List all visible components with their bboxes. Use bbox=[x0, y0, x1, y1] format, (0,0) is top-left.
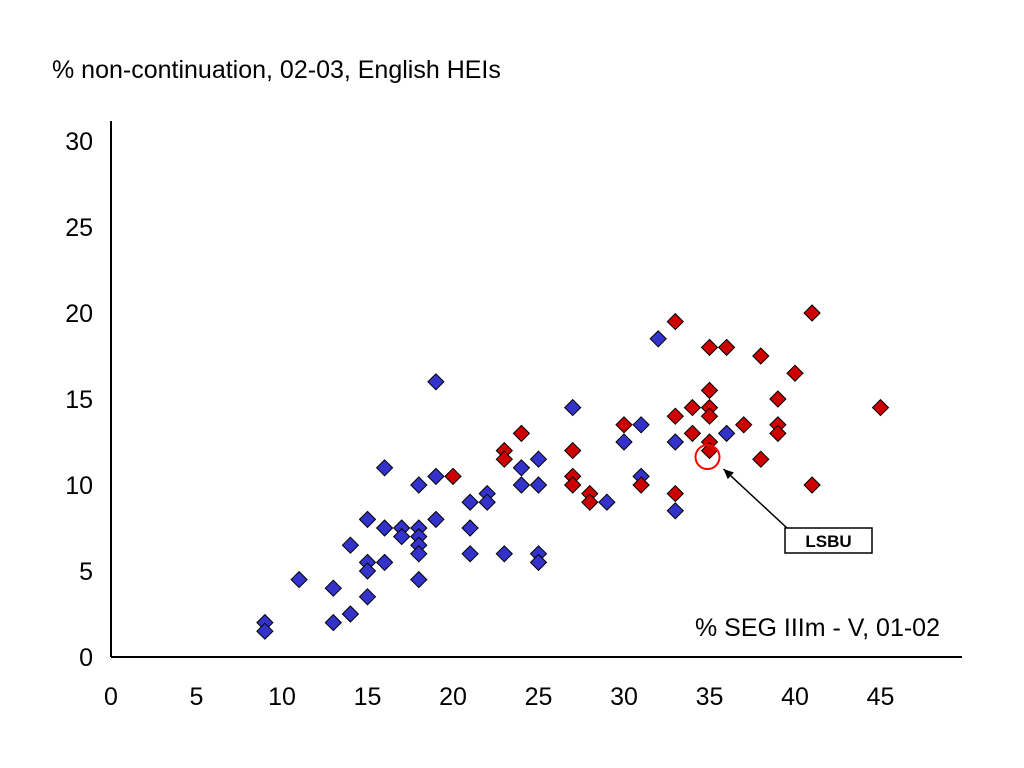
data-point bbox=[410, 545, 428, 563]
data-point bbox=[444, 467, 462, 486]
data-point bbox=[769, 424, 787, 443]
data-point bbox=[615, 416, 633, 434]
x-tick-label: 45 bbox=[867, 683, 895, 711]
x-tick-label: 35 bbox=[696, 683, 724, 711]
data-point bbox=[461, 519, 479, 537]
data-point bbox=[512, 476, 531, 494]
y-tick-label: 0 bbox=[79, 644, 93, 672]
data-point bbox=[717, 424, 736, 443]
x-tick-label: 20 bbox=[439, 683, 467, 711]
data-point bbox=[563, 476, 582, 494]
y-tick-label: 25 bbox=[65, 214, 93, 242]
data-point bbox=[803, 476, 821, 494]
data-point bbox=[324, 613, 343, 632]
data-point bbox=[529, 450, 548, 468]
data-point bbox=[563, 398, 582, 417]
data-point bbox=[358, 562, 377, 580]
data-point bbox=[427, 467, 445, 486]
x-tick-label: 40 bbox=[781, 683, 809, 711]
axes bbox=[110, 121, 962, 658]
data-point bbox=[615, 433, 633, 451]
x-tick-label: 5 bbox=[190, 683, 204, 711]
data-point bbox=[529, 476, 548, 494]
lsbu-marker-circle bbox=[694, 444, 721, 471]
data-points bbox=[256, 304, 890, 640]
data-point bbox=[375, 459, 394, 477]
data-point bbox=[410, 570, 428, 589]
data-point bbox=[478, 493, 496, 511]
data-point bbox=[717, 338, 736, 357]
y-axis-ticks: 0 5 10 15 20 25 30 bbox=[65, 128, 93, 672]
data-point bbox=[427, 373, 445, 391]
data-point bbox=[324, 579, 343, 597]
y-tick-label: 20 bbox=[65, 300, 93, 328]
data-point bbox=[666, 407, 685, 425]
data-point bbox=[700, 407, 719, 425]
data-point bbox=[666, 502, 685, 520]
data-point bbox=[427, 510, 445, 529]
data-point bbox=[752, 347, 770, 365]
annotation-lsbu: LSBU bbox=[694, 444, 873, 554]
data-point bbox=[666, 433, 685, 451]
data-point bbox=[341, 536, 360, 554]
data-point bbox=[598, 493, 616, 511]
y-tick-label: 15 bbox=[65, 386, 93, 414]
data-point bbox=[256, 622, 274, 640]
data-point bbox=[495, 545, 514, 563]
y-tick-label: 30 bbox=[65, 128, 93, 156]
x-axis-ticks: 0 5 10 15 20 25 30 35 40 45 bbox=[104, 683, 894, 711]
x-tick-label: 25 bbox=[525, 683, 553, 711]
annotation-arrow-head bbox=[723, 469, 734, 480]
data-point bbox=[803, 304, 821, 322]
data-point bbox=[358, 510, 377, 529]
data-point bbox=[683, 398, 702, 417]
data-point bbox=[786, 364, 804, 382]
data-point bbox=[871, 398, 890, 417]
annotation-label: LSBU bbox=[805, 532, 851, 551]
data-point bbox=[392, 527, 411, 546]
x-tick-label: 10 bbox=[268, 683, 296, 711]
data-point bbox=[666, 484, 685, 503]
data-point bbox=[700, 381, 719, 400]
data-point bbox=[769, 390, 787, 408]
x-axis-label: % SEG IIIm - V, 01-02 bbox=[695, 614, 940, 642]
data-point bbox=[495, 450, 514, 468]
data-point bbox=[410, 476, 428, 494]
data-point bbox=[563, 441, 582, 460]
x-tick-label: 30 bbox=[610, 683, 638, 711]
data-point bbox=[649, 330, 667, 348]
data-point bbox=[700, 338, 719, 357]
data-point bbox=[358, 588, 377, 606]
y-tick-label: 10 bbox=[65, 472, 93, 500]
data-point bbox=[734, 416, 753, 434]
data-point bbox=[290, 570, 308, 589]
annotation-box bbox=[784, 527, 873, 554]
y-tick-label: 5 bbox=[79, 558, 93, 586]
data-point bbox=[512, 459, 531, 477]
data-point bbox=[341, 605, 360, 623]
data-point bbox=[375, 553, 394, 572]
data-point bbox=[632, 476, 650, 494]
data-point bbox=[461, 493, 479, 511]
data-point bbox=[529, 553, 548, 572]
data-point bbox=[375, 519, 394, 537]
annotation-arrow-line bbox=[722, 468, 788, 529]
data-point bbox=[666, 312, 685, 331]
x-tick-label: 0 bbox=[104, 683, 118, 711]
data-point bbox=[512, 424, 531, 443]
data-point bbox=[683, 424, 702, 443]
data-point bbox=[581, 493, 599, 511]
chart-title: % non-continuation, 02-03, English HEIs bbox=[52, 56, 501, 84]
x-tick-label: 15 bbox=[354, 683, 382, 711]
data-point bbox=[461, 545, 479, 563]
data-point bbox=[752, 450, 770, 468]
data-point bbox=[632, 416, 650, 434]
